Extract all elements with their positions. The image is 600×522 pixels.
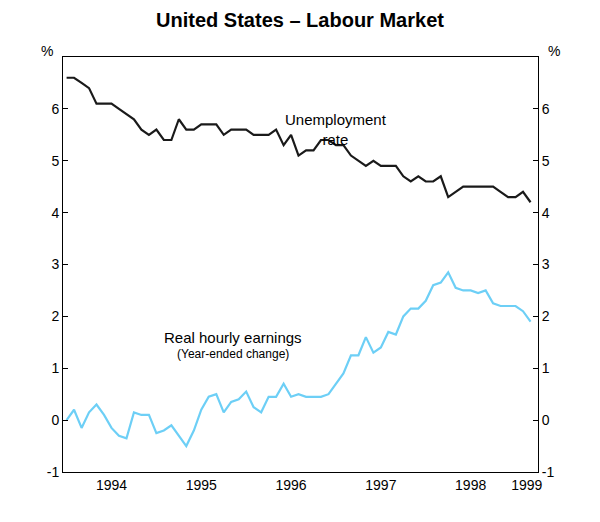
svg-text:1: 1 <box>542 360 550 376</box>
svg-text:United States – Labour Market: United States – Labour Market <box>156 9 444 31</box>
svg-text:6: 6 <box>51 101 59 117</box>
svg-text:Real hourly earnings: Real hourly earnings <box>164 329 302 346</box>
svg-text:1: 1 <box>51 360 59 376</box>
svg-text:%: % <box>548 43 560 59</box>
svg-text:0: 0 <box>542 412 550 428</box>
svg-text:1998: 1998 <box>455 477 486 493</box>
svg-text:6: 6 <box>542 101 550 117</box>
svg-text:-1: -1 <box>47 464 60 480</box>
svg-text:3: 3 <box>542 256 550 272</box>
svg-text:5: 5 <box>542 153 550 169</box>
svg-text:1997: 1997 <box>365 477 396 493</box>
svg-text:1999: 1999 <box>511 477 542 493</box>
svg-text:-1: -1 <box>542 464 555 480</box>
svg-text:4: 4 <box>51 205 59 221</box>
svg-text:1994: 1994 <box>96 477 127 493</box>
svg-text:5: 5 <box>51 153 59 169</box>
svg-text:1995: 1995 <box>186 477 217 493</box>
svg-text:2: 2 <box>542 308 550 324</box>
svg-text:4: 4 <box>542 205 550 221</box>
svg-text:(Year-ended change): (Year-ended change) <box>177 347 289 361</box>
svg-text:3: 3 <box>51 256 59 272</box>
svg-text:%: % <box>41 43 53 59</box>
svg-text:0: 0 <box>51 412 59 428</box>
svg-text:1996: 1996 <box>275 477 306 493</box>
svg-text:Unemploymentrate: Unemploymentrate <box>285 111 387 148</box>
svg-text:2: 2 <box>51 308 59 324</box>
